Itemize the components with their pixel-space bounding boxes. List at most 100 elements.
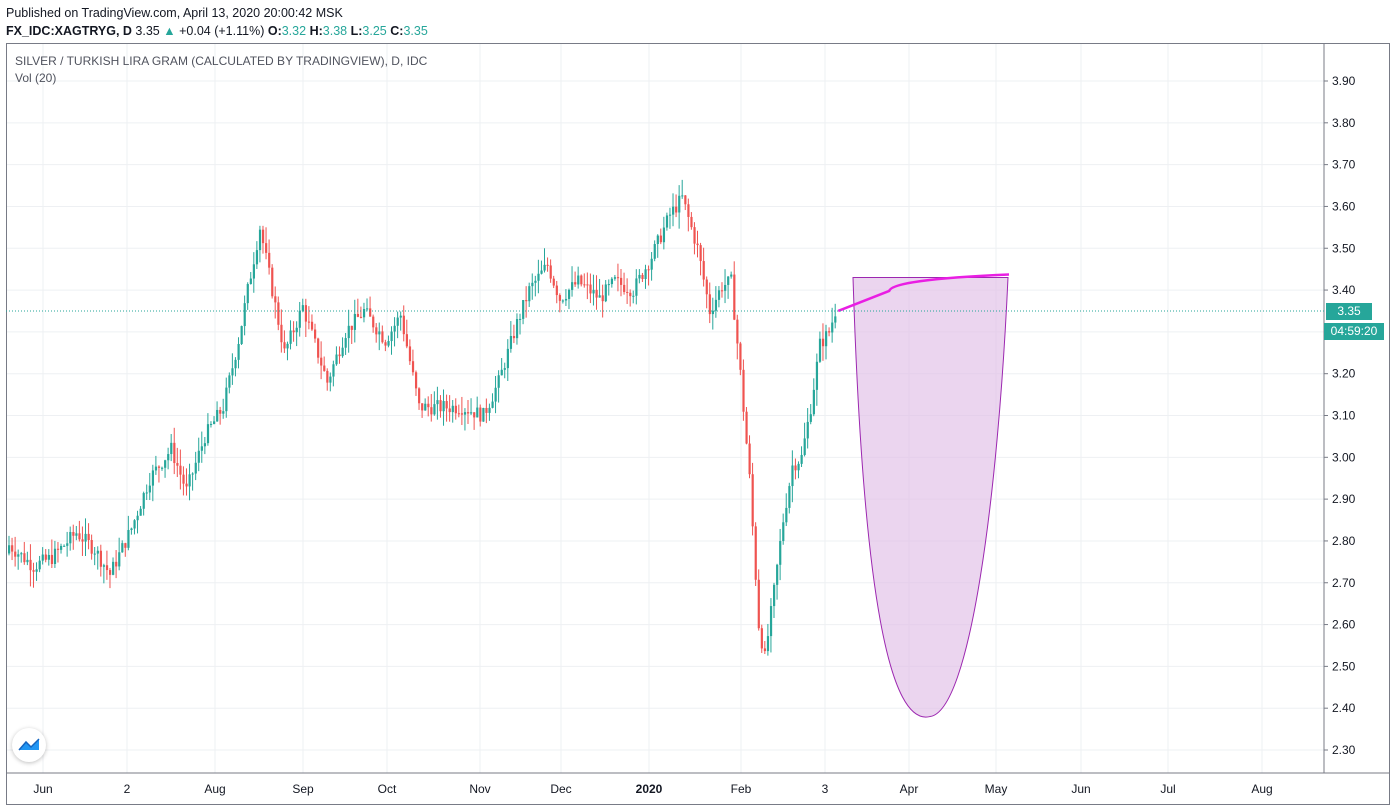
y-tick-label: 2.30 <box>1332 743 1356 757</box>
candle-body <box>580 275 583 285</box>
candle-body <box>209 423 213 425</box>
candle-body <box>708 294 711 315</box>
y-tick-label: 3.40 <box>1332 283 1356 297</box>
candle-body <box>93 553 96 555</box>
candle-body <box>359 316 363 318</box>
candle-body <box>234 359 237 369</box>
u-shape-drawing <box>852 277 1009 718</box>
candle-body <box>167 454 170 461</box>
drawing-layer[interactable] <box>837 273 1010 718</box>
low-value: 3.25 <box>362 24 387 38</box>
candle-body <box>295 327 298 333</box>
y-tick-label: 3.00 <box>1332 450 1356 464</box>
x-tick-label: Dec <box>550 782 571 796</box>
candle-body <box>684 195 687 205</box>
candle-body <box>17 554 20 557</box>
candle-body <box>430 407 433 415</box>
candle-body <box>522 300 525 319</box>
candle-body <box>488 407 491 413</box>
candle-body <box>794 465 797 471</box>
candle-body <box>598 295 601 298</box>
candle-body <box>751 474 754 527</box>
candle-body <box>213 421 216 424</box>
published-line: Published on TradingView.com, April 13, … <box>6 6 343 20</box>
candle-body <box>408 346 412 362</box>
candle-body <box>127 529 130 548</box>
candle-body <box>467 412 470 414</box>
candle-body <box>81 539 84 542</box>
candle-body <box>231 368 234 376</box>
candle-body <box>390 331 393 342</box>
tradingview-logo-icon[interactable] <box>12 728 46 762</box>
candle-body <box>118 552 121 567</box>
high-label: H: <box>309 24 323 38</box>
candle-body <box>782 522 785 542</box>
candle-body <box>372 316 375 328</box>
candle-body <box>173 442 176 464</box>
candle-body <box>473 412 476 418</box>
candle-body <box>647 269 650 271</box>
candle-body <box>687 204 690 217</box>
price-chart[interactable]: 3.903.803.703.603.503.403.303.203.103.00… <box>6 43 1390 805</box>
close-value: 3.35 <box>403 24 428 38</box>
candle-body <box>766 636 770 652</box>
symbol-ohlc-line: FX_IDC:XAGTRYG, D 3.35 ▲ +0.04 (+1.11%) … <box>6 22 428 40</box>
candle-body <box>200 446 203 451</box>
candle-body <box>724 284 727 291</box>
candle-body <box>277 302 280 325</box>
candle-body <box>742 369 745 412</box>
x-tick-label: Apr <box>900 782 919 796</box>
x-tick-label: 2 <box>124 782 131 796</box>
candle-body <box>182 474 185 484</box>
candle-body <box>108 570 112 575</box>
candle-body <box>115 561 118 567</box>
candle-body <box>730 274 733 277</box>
candle-body <box>561 300 565 302</box>
candle-body <box>320 357 323 366</box>
candle-body <box>326 370 329 383</box>
candle-body <box>589 284 592 294</box>
candle-body <box>773 584 776 607</box>
candle-body <box>252 264 255 279</box>
x-tick-label: Aug <box>204 782 225 796</box>
candle-body <box>555 285 558 296</box>
candle-body <box>638 274 641 279</box>
y-tick-label: 2.90 <box>1332 492 1356 506</box>
candle-body <box>411 361 415 373</box>
candle-body <box>314 329 317 339</box>
candle-body <box>690 216 693 228</box>
candle-body <box>757 579 760 629</box>
candle-body <box>344 338 347 348</box>
candle-body <box>203 443 207 447</box>
x-tick-label: 2020 <box>636 782 663 796</box>
candle-body <box>497 375 500 388</box>
candle-body <box>519 318 522 320</box>
candle-body <box>47 554 50 560</box>
candle-body <box>586 284 589 286</box>
candle-body <box>393 325 396 332</box>
candle-body <box>509 335 513 349</box>
x-tick-label: May <box>985 782 1008 796</box>
candle-body <box>818 338 822 362</box>
candle-body <box>347 325 350 339</box>
y-tick-label: 2.80 <box>1332 534 1356 548</box>
candle-body <box>460 413 464 415</box>
chart-legend: SILVER / TURKISH LIRA GRAM (CALCULATED B… <box>15 53 427 87</box>
chart-area[interactable]: 3.903.803.703.603.503.403.303.203.103.00… <box>6 43 1390 805</box>
candle-body <box>402 315 405 335</box>
candle-body <box>280 324 283 343</box>
candle-body <box>828 331 831 333</box>
candle-body <box>69 531 72 544</box>
candle-body <box>675 206 678 213</box>
candle-body <box>255 250 259 265</box>
candle-body <box>525 300 528 302</box>
candle-body <box>537 273 540 281</box>
y-tick-label: 3.20 <box>1332 367 1356 381</box>
candle-body <box>803 438 806 455</box>
last-price-tag: 3.35 <box>1326 302 1372 320</box>
candle-body <box>424 403 427 411</box>
candle-body <box>681 195 684 197</box>
y-tick-label: 2.50 <box>1332 659 1356 673</box>
open-label: O: <box>267 24 282 38</box>
candle-body <box>454 405 457 414</box>
